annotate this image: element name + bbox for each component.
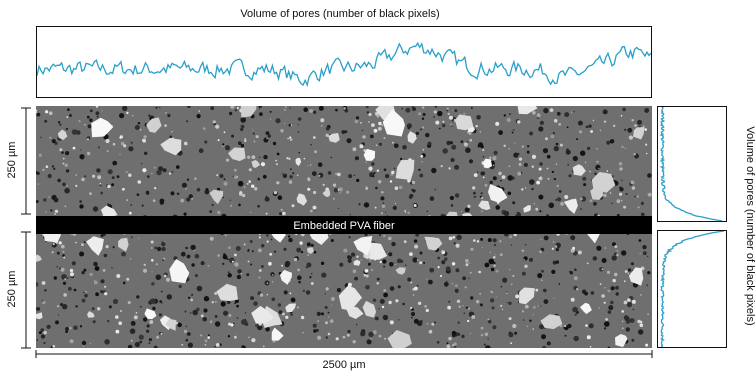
micrograph-image [36,106,652,348]
sem-micrograph [36,106,652,348]
side-profile-upper-chart [657,106,727,222]
upper-height-label: 250 µm [6,141,18,179]
side-profile-upper-line [659,107,723,221]
side-profile-lower-svg [660,231,725,347]
width-label: 2500 µm [322,359,366,371]
width-dimension-line [35,350,653,358]
height-dimension-lines [21,107,31,349]
side-profile-title: Volume of pores (number of black pixels) [744,126,755,326]
pva-fiber [36,216,652,234]
side-profile-upper-svg [659,107,723,221]
top-profile-chart [36,26,652,98]
side-profile-lower-line [660,231,725,347]
fiber-label: Embedded PVA fiber [293,220,395,232]
top-profile-title: Volume of pores (number of black pixels) [240,8,440,20]
lower-height-label: 250 µm [6,270,18,308]
side-profile-lower-chart [657,230,727,348]
top-profile-line [37,41,651,87]
top-profile-svg [37,41,651,87]
